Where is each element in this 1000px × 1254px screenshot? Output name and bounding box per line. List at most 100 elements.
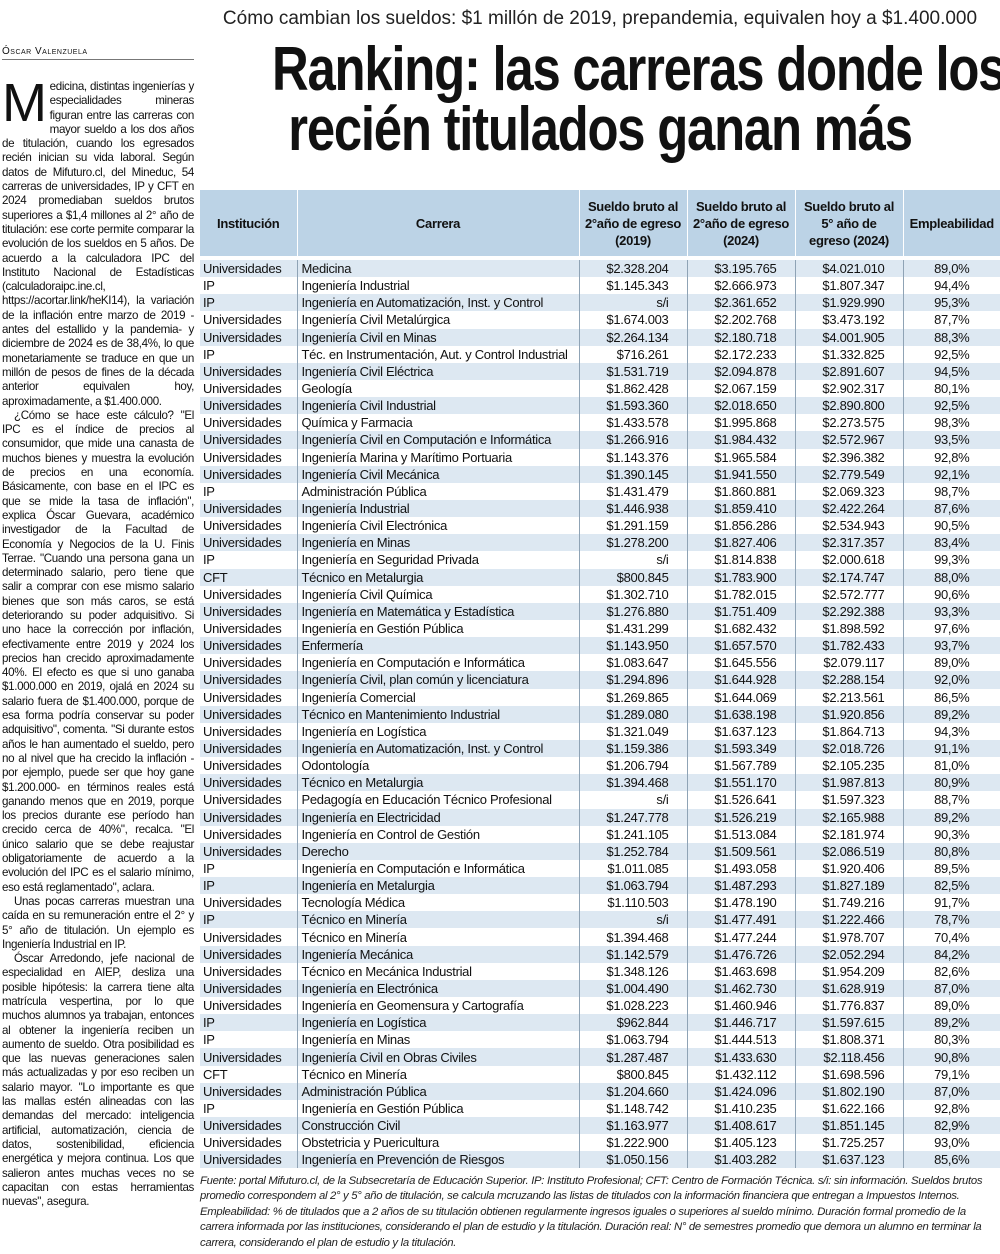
table-row: Universidades Ingeniería Industrial $1.446… (200, 499, 1000, 518)
cell-sueldo-5-2024: $2.273.575 (794, 414, 903, 432)
cell-sueldo-2019: $1.287.487 (578, 1048, 687, 1066)
cell-sueldo-5-2024: $1.864.713 (794, 722, 903, 740)
cell-sueldo-2019: $1.394.468 (578, 928, 687, 946)
cell-carrera: Ingeniería Civil en Obras Civiles (296, 1048, 579, 1066)
table-row: IP Ingeniería en Automatización, Inst. y … (200, 294, 1000, 312)
cell-sueldo-2024: $1.463.698 (686, 962, 795, 980)
cell-sueldo-2024: $1.476.726 (686, 945, 795, 963)
cell-sueldo-5-2024: $2.572.967 (794, 431, 903, 449)
cell-institucion: Universidades (203, 655, 282, 671)
cell-sueldo-5-2024: $1.637.123 (794, 1151, 903, 1169)
cell-institucion: IP (203, 346, 215, 362)
cell-carrera: Ingeniería en Metalurgia (296, 877, 579, 895)
cell-empleabilidad: 89,0% (902, 654, 1000, 672)
cell-sueldo-5-2024: $1.954.209 (794, 962, 903, 980)
cell-sueldo-2019: $1.289.080 (578, 705, 687, 723)
cell-sueldo-2019: $1.143.950 (578, 637, 687, 655)
cell-sueldo-5-2024: $2.779.549 (794, 465, 903, 483)
cell-empleabilidad: 89,0% (902, 258, 1000, 278)
cell-empleabilidad: 79,1% (902, 1065, 1000, 1083)
cell-sueldo-5-2024: $1.332.825 (794, 345, 903, 363)
cell-sueldo-5-2024: $3.473.192 (794, 311, 903, 329)
cell-sueldo-2024: $2.180.718 (686, 328, 795, 346)
cell-empleabilidad: 90,5% (902, 517, 1000, 535)
cell-sueldo-2024: $1.637.123 (686, 722, 795, 740)
cell-institucion: CFT (203, 569, 228, 585)
cell-sueldo-2019: $1.063.794 (578, 877, 687, 895)
cell-institucion: Universidades (203, 466, 282, 482)
table-row: Universidades Ingeniería Civil Mecánica $1… (200, 465, 1000, 483)
cell-sueldo-2019: $1.252.784 (578, 842, 687, 860)
cell-carrera: Química y Farmacia (296, 414, 579, 432)
table-row: CFT Técnico en Metalurgia $800.845 $1.783.9… (200, 568, 1000, 586)
cell-sueldo-5-2024: $1.978.707 (794, 928, 903, 946)
cell-empleabilidad: 93,5% (902, 431, 1000, 449)
table-row: Universidades Medicina $2.328.204 $3.195.76… (200, 258, 1000, 278)
cell-carrera: Téc. en Instrumentación, Aut. y Control … (296, 345, 579, 363)
cell-empleabilidad: 93,0% (902, 1134, 1000, 1152)
cell-carrera: Geología (296, 379, 579, 398)
cell-sueldo-2024: $2.094.878 (686, 362, 795, 380)
cell-sueldo-2024: $1.526.641 (686, 791, 795, 809)
table-row: Universidades Ingeniería en Logística $1.3… (200, 722, 1000, 740)
paragraph-text: edicina, distintas ingenierías y especia… (2, 80, 194, 408)
cell-institucion: IP (203, 1015, 215, 1031)
cell-sueldo-2019: $1.083.647 (578, 654, 687, 672)
cell-sueldo-5-2024: $2.105.235 (794, 757, 903, 775)
cell-sueldo-5-2024: $2.422.264 (794, 499, 903, 518)
cell-carrera: Ingeniería Civil en Minas (296, 328, 579, 346)
cell-institucion: Universidades (203, 312, 282, 328)
cell-sueldo-5-2024: $1.597.323 (794, 791, 903, 809)
cell-sueldo-2024: $2.172.233 (686, 345, 795, 363)
cell-sueldo-5-2024: $2.288.154 (794, 671, 903, 689)
cell-institucion: IP (203, 1100, 215, 1116)
cell-institucion: Universidades (203, 1049, 282, 1065)
cell-empleabilidad: 92,0% (902, 671, 1000, 689)
cell-empleabilidad: 92,8% (902, 1099, 1000, 1118)
cell-carrera: Pedagogía en Educación Técnico Profesion… (296, 791, 579, 809)
header-sueldo-2019: Sueldo bruto al 2°año de egreso (2019) (578, 190, 687, 260)
cell-carrera: Técnico en Minería (296, 928, 579, 946)
cell-sueldo-2024: $1.444.513 (686, 1031, 795, 1049)
cell-sueldo-5-2024: $2.902.317 (794, 379, 903, 398)
cell-sueldo-2024: $1.405.123 (686, 1134, 795, 1152)
cell-institucion: Universidades (203, 535, 282, 551)
cell-institucion: Universidades (203, 723, 282, 739)
table-row: Universidades Ingeniería en Geomensura y … (200, 997, 1000, 1015)
cell-sueldo-5-2024: $2.165.988 (794, 808, 903, 826)
cell-institucion: Universidades (203, 1152, 282, 1168)
cell-institucion: Universidades (203, 929, 282, 945)
cell-sueldo-5-2024: $1.898.592 (794, 619, 903, 638)
cell-sueldo-5-2024: $1.222.466 (794, 911, 903, 929)
table-row: Universidades Técnico en Mantenimiento In… (200, 705, 1000, 723)
cell-carrera: Ingeniería en Minas (296, 534, 579, 552)
cell-sueldo-2024: $1.644.928 (686, 671, 795, 689)
cell-sueldo-5-2024: $1.698.596 (794, 1065, 903, 1083)
cell-sueldo-5-2024: $2.018.726 (794, 739, 903, 758)
cell-sueldo-2024: $1.782.015 (686, 585, 795, 603)
cell-institucion: Universidades (203, 603, 282, 619)
cell-empleabilidad: 80,9% (902, 774, 1000, 792)
table-row: Universidades Ingeniería Civil Química $1.… (200, 585, 1000, 603)
cell-carrera: Ingeniería en Gestión Pública (296, 619, 579, 638)
table-row: Universidades Técnico en Mecánica Industr… (200, 962, 1000, 980)
cell-empleabilidad: 80,1% (902, 379, 1000, 398)
cell-sueldo-2024: $1.410.235 (686, 1099, 795, 1118)
cell-sueldo-2019: $1.247.778 (578, 808, 687, 826)
cell-institucion: IP (203, 483, 215, 499)
cell-institucion: Universidades (203, 638, 282, 654)
cell-institucion: IP (203, 878, 215, 894)
cell-sueldo-5-2024: $1.597.615 (794, 1014, 903, 1032)
cell-carrera: Ingeniería en Computación e Informática (296, 654, 579, 672)
cell-institucion: Universidades (203, 963, 282, 979)
cell-sueldo-2024: $1.551.170 (686, 774, 795, 792)
footnote: Fuente: portal Mifuturo.cl, de la Subsec… (200, 1175, 983, 1249)
cell-empleabilidad: 93,3% (902, 602, 1000, 620)
table-row: IP Ingeniería en Logística $962.844 $1.446.… (200, 1014, 1000, 1032)
cell-carrera: Ingeniería Civil Metalúrgica (296, 311, 579, 329)
cell-empleabilidad: 86,5% (902, 688, 1000, 706)
cell-sueldo-2019: $1.159.386 (578, 739, 687, 758)
cell-sueldo-2019: s/i (578, 551, 687, 569)
cell-sueldo-2024: $1.941.550 (686, 465, 795, 483)
cell-sueldo-2024: $1.446.717 (686, 1014, 795, 1032)
